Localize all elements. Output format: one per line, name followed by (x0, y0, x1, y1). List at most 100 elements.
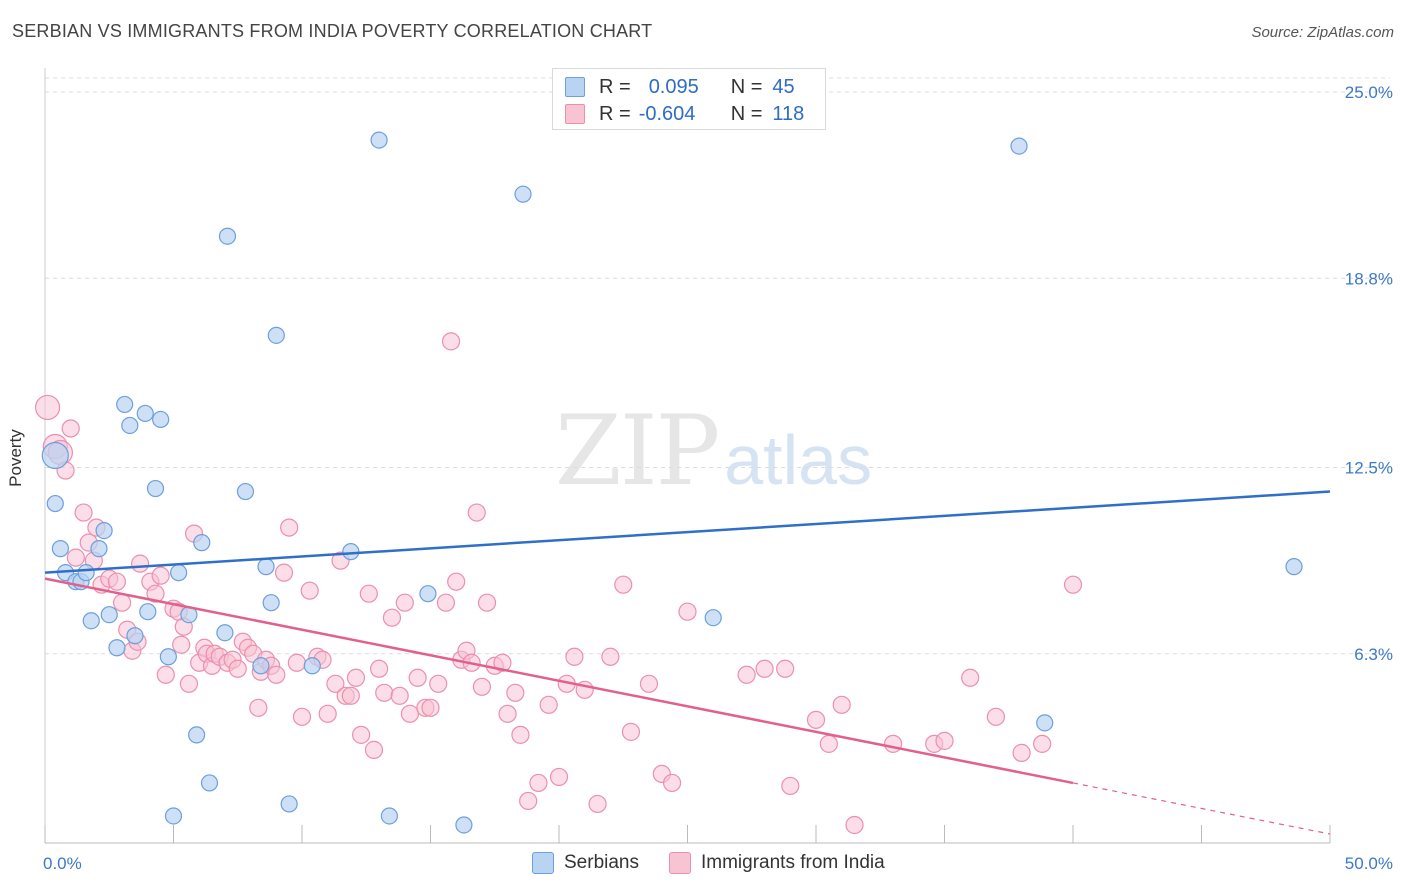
serbians-point (46, 494, 64, 513)
serbians-point (164, 807, 183, 825)
india-point (935, 731, 954, 750)
serbians-point (77, 564, 95, 582)
serbians-point (267, 326, 285, 344)
india-point (493, 653, 512, 672)
legend-row-india: R = -0.604 N = 118 (565, 102, 804, 126)
india-point (529, 773, 548, 793)
india-point (146, 584, 165, 603)
india-point (519, 791, 538, 811)
india-point (359, 584, 378, 603)
serbians-point (455, 816, 473, 834)
serbians-point (252, 657, 270, 675)
india-point (477, 593, 497, 612)
serbians-point (41, 441, 69, 470)
watermark-atlas: atlas (724, 421, 873, 499)
india-point (601, 647, 620, 666)
india-point (539, 695, 558, 714)
india-point (737, 665, 756, 684)
serbians-point (126, 627, 144, 645)
serbians-point (1010, 137, 1028, 155)
india-point (776, 659, 795, 678)
india-point (112, 593, 132, 612)
serbians-point (170, 564, 188, 582)
serbians-point (342, 543, 360, 561)
india-point (292, 707, 312, 726)
india-point (806, 710, 826, 729)
india-point (179, 674, 199, 693)
serbians-point (152, 410, 170, 429)
serbians-trend-line (44, 490, 1331, 574)
india-point (228, 659, 247, 678)
serbians-legend-swatch (532, 852, 554, 874)
india-point (511, 725, 530, 744)
x-tick-label: 50.0% (1345, 854, 1393, 873)
serbians-point (1036, 714, 1054, 732)
india-point (318, 704, 337, 723)
india-point (341, 686, 360, 705)
legend-n-value: 118 (772, 102, 805, 125)
serbians-point (116, 395, 134, 414)
serbians-point (108, 639, 126, 657)
india-point (172, 635, 191, 654)
legend-r-label: R = (599, 75, 631, 98)
legend-n-value: 45 (772, 75, 795, 98)
serbians-point (51, 540, 70, 558)
serbians-swatch (565, 77, 585, 97)
india-trend-line (44, 577, 1074, 785)
india-point (151, 566, 170, 585)
india-point (678, 602, 697, 621)
serbians-point (303, 657, 321, 675)
india-point (614, 575, 633, 594)
y-tick-label: 12.5% (1345, 459, 1393, 478)
india-point (364, 740, 384, 759)
india-point (1033, 734, 1052, 753)
india-point (287, 653, 306, 672)
legend-r-value: 0.095 (648, 75, 699, 98)
india-point (382, 608, 402, 627)
serbians-legend-label: Serbians (564, 852, 639, 873)
india-point (395, 593, 414, 612)
y-tick-label: 25.0% (1345, 83, 1393, 102)
serbians-point (257, 558, 275, 576)
serbians-point (95, 521, 113, 540)
india-point (1012, 743, 1031, 762)
watermark: ZIPatlas (555, 395, 872, 507)
serbians-point (139, 603, 157, 621)
india-point (267, 665, 286, 684)
serbians-point (280, 795, 298, 813)
india-point (565, 647, 584, 666)
india-point (34, 394, 61, 421)
serbians-point (200, 774, 219, 792)
serbians-point (370, 131, 388, 149)
india-point (249, 698, 268, 717)
legend-n-label: N = (730, 75, 763, 98)
india-point (845, 815, 864, 835)
serbians-point (704, 609, 722, 627)
india-point (441, 332, 461, 351)
india-point (408, 668, 427, 687)
serbians-point (90, 540, 108, 558)
india-point (400, 704, 420, 723)
serbians-point (159, 648, 177, 666)
series-legend: Serbians Immigrants from India (532, 852, 885, 874)
india-point (961, 668, 980, 687)
india-point (61, 419, 80, 438)
serbians-point (419, 585, 437, 603)
serbians-point (188, 726, 206, 744)
india-point (74, 503, 93, 522)
y-tick-label: 18.8% (1345, 269, 1393, 288)
y-tick-label: 6.3% (1354, 645, 1393, 664)
india-point (375, 683, 394, 702)
serbians-point (218, 227, 237, 245)
india-point (300, 581, 319, 600)
india-point (66, 548, 85, 567)
legend-row-serbians: R = 0.095 N = 45 (565, 75, 795, 99)
serbians-point (1285, 558, 1303, 576)
india-point (781, 776, 800, 796)
serbians-point (146, 479, 165, 498)
india-point (107, 572, 127, 591)
india-point (447, 572, 466, 591)
india-point (156, 665, 175, 684)
india-point (588, 794, 607, 814)
